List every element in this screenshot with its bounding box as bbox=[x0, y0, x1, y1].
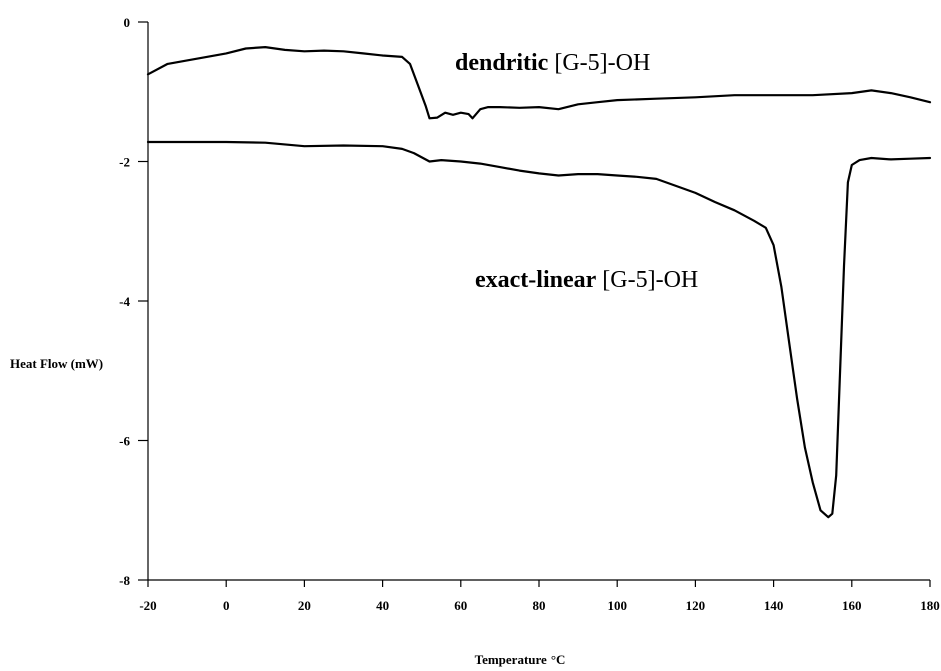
y-tick-label: -8 bbox=[119, 573, 130, 588]
x-tick-label: 60 bbox=[454, 598, 467, 613]
x-ticks: -20 0 20 40 60 80 100 120 140 160 180 bbox=[139, 580, 940, 613]
series-label-dendritic-bold: dendritic bbox=[455, 50, 549, 76]
series-label-exact-linear-rest: [G-5]-OH bbox=[596, 267, 698, 293]
x-axis-label-text: Temperature bbox=[475, 652, 547, 667]
y-tick-label: -6 bbox=[119, 434, 130, 449]
x-tick-label: 180 bbox=[920, 598, 940, 613]
x-tick-label: 100 bbox=[607, 598, 627, 613]
x-tick-label: 140 bbox=[764, 598, 784, 613]
y-ticks: 0 -2 -4 -6 -8 bbox=[119, 15, 148, 588]
x-tick-label: -20 bbox=[139, 598, 156, 613]
series-line-exact-linear bbox=[146, 140, 932, 519]
y-tick-label: -2 bbox=[119, 155, 130, 170]
x-tick-label: 20 bbox=[298, 598, 311, 613]
series-label-dendritic-rest: [G-5]-OH bbox=[548, 50, 650, 76]
x-tick-label: 40 bbox=[376, 598, 389, 613]
x-tick-label: 0 bbox=[223, 598, 230, 613]
series-label-exact-linear: exact-linear [G-5]-OH bbox=[475, 267, 698, 293]
axes bbox=[147, 22, 930, 581]
x-tick-label: 160 bbox=[842, 598, 862, 613]
y-axis-label: Heat Flow (mW) bbox=[10, 356, 103, 371]
series-label-exact-linear-bold: exact-linear bbox=[475, 267, 597, 293]
y-tick-label: -4 bbox=[119, 294, 130, 309]
series-lines bbox=[146, 46, 932, 519]
x-tick-label: 80 bbox=[533, 598, 546, 613]
y-tick-label: 0 bbox=[124, 15, 131, 30]
series-line-dendritic bbox=[146, 46, 932, 120]
x-axis-label: Temperature °C bbox=[475, 652, 566, 667]
x-tick-label: 120 bbox=[686, 598, 706, 613]
x-axis-label-unit: °C bbox=[551, 652, 566, 667]
series-label-dendritic: dendritic [G-5]-OH bbox=[455, 50, 650, 76]
